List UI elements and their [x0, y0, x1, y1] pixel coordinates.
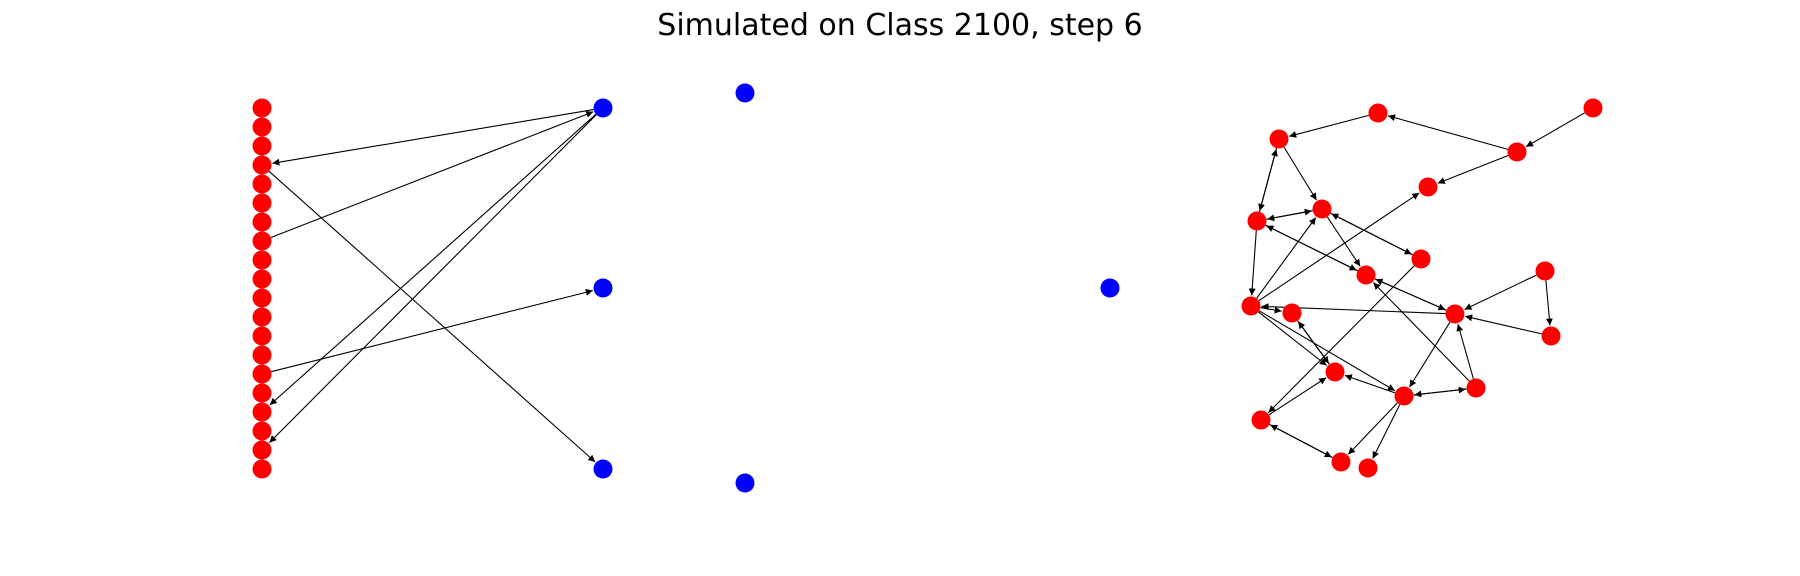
edge-L7-B0	[270, 111, 594, 239]
node-R4	[1247, 211, 1267, 231]
node-R10	[1282, 303, 1302, 323]
node-B2	[593, 459, 613, 479]
edge-R9-R13	[1258, 310, 1396, 392]
node-L16	[252, 402, 272, 422]
edge-R16-R11	[1456, 323, 1474, 380]
edge-R13-R19	[1372, 404, 1401, 459]
node-L2	[252, 136, 272, 156]
node-R19	[1358, 458, 1378, 478]
node-L12	[252, 326, 272, 346]
edge-R0-R5	[1283, 146, 1317, 201]
node-R0	[1269, 129, 1289, 149]
node-L4	[252, 174, 272, 194]
edge-R3-R6	[1437, 154, 1509, 184]
node-R9	[1241, 296, 1261, 316]
edge-R15-R11	[1465, 314, 1542, 335]
edge-R2-R0	[1289, 114, 1369, 138]
node-L18	[252, 440, 272, 460]
node-L0	[252, 98, 272, 118]
edge-B0-L3	[272, 109, 594, 166]
edge-R7-R17	[1268, 265, 1415, 413]
node-R8	[1356, 265, 1376, 285]
edge-R9-R6	[1258, 192, 1420, 302]
edge-R4-R9	[1248, 230, 1257, 296]
node-L14	[252, 364, 272, 384]
node-L8	[252, 250, 272, 270]
node-R17	[1251, 410, 1271, 430]
node-L19	[252, 459, 272, 479]
edge-R13-R18	[1347, 402, 1398, 455]
node-L17	[252, 421, 272, 441]
node-R15	[1541, 326, 1561, 346]
edge-R5-R4	[1267, 210, 1313, 222]
node-L5	[252, 193, 272, 213]
node-B5	[1100, 278, 1120, 298]
edge-R16-R8	[1372, 282, 1470, 382]
node-L6	[252, 212, 272, 232]
edge-R3-R2	[1387, 114, 1509, 150]
edge-R9-R10	[1260, 306, 1282, 314]
edge-L14-B1	[271, 288, 593, 373]
edge-R17-R12	[1268, 377, 1327, 416]
node-B0	[593, 98, 613, 118]
node-L10	[252, 288, 272, 308]
node-B1	[593, 278, 613, 298]
edges-layer	[268, 109, 1586, 463]
edge-R11-R8	[1375, 278, 1447, 311]
node-L1	[252, 117, 272, 137]
node-R1	[1583, 98, 1603, 118]
node-L15	[252, 383, 272, 403]
edge-R5-R8	[1326, 216, 1361, 267]
edge-R13-R12	[1344, 374, 1396, 394]
edge-R8-R4	[1266, 225, 1358, 272]
edge-R12-R10	[1297, 321, 1330, 365]
node-L7	[252, 231, 272, 251]
node-R13	[1394, 386, 1414, 406]
node-B4	[735, 473, 755, 493]
edge-R13-R16	[1413, 386, 1466, 396]
node-R16	[1466, 378, 1486, 398]
edge-R9-R5	[1256, 217, 1317, 299]
node-R5	[1312, 199, 1332, 219]
edge-R18-R17	[1270, 424, 1333, 459]
edge-B0-L16	[269, 113, 597, 406]
node-R14	[1535, 261, 1555, 281]
node-L9	[252, 269, 272, 289]
node-R3	[1507, 142, 1527, 162]
node-R12	[1325, 362, 1345, 382]
node-L11	[252, 307, 272, 327]
edge-R1-R3	[1525, 112, 1586, 148]
edge-R11-R13	[1409, 321, 1451, 388]
node-R2	[1368, 103, 1388, 123]
node-R11	[1445, 304, 1465, 324]
edge-B0-L18	[269, 114, 597, 443]
node-R18	[1331, 452, 1351, 472]
edge-R14-R11	[1464, 274, 1537, 310]
node-R6	[1418, 177, 1438, 197]
edge-L3-B2	[268, 170, 596, 463]
edge-R14-R15	[1545, 280, 1553, 326]
edge-R4-R0	[1258, 148, 1278, 212]
node-L3	[252, 155, 272, 175]
node-B3	[735, 83, 755, 103]
figure-title: Simulated on Class 2100, step 6	[657, 8, 1142, 43]
node-L13	[252, 345, 272, 365]
node-R7	[1411, 249, 1431, 269]
edge-R9-R12	[1258, 311, 1328, 366]
nodes-layer	[252, 83, 1603, 493]
edge-R7-R5	[1331, 213, 1413, 256]
